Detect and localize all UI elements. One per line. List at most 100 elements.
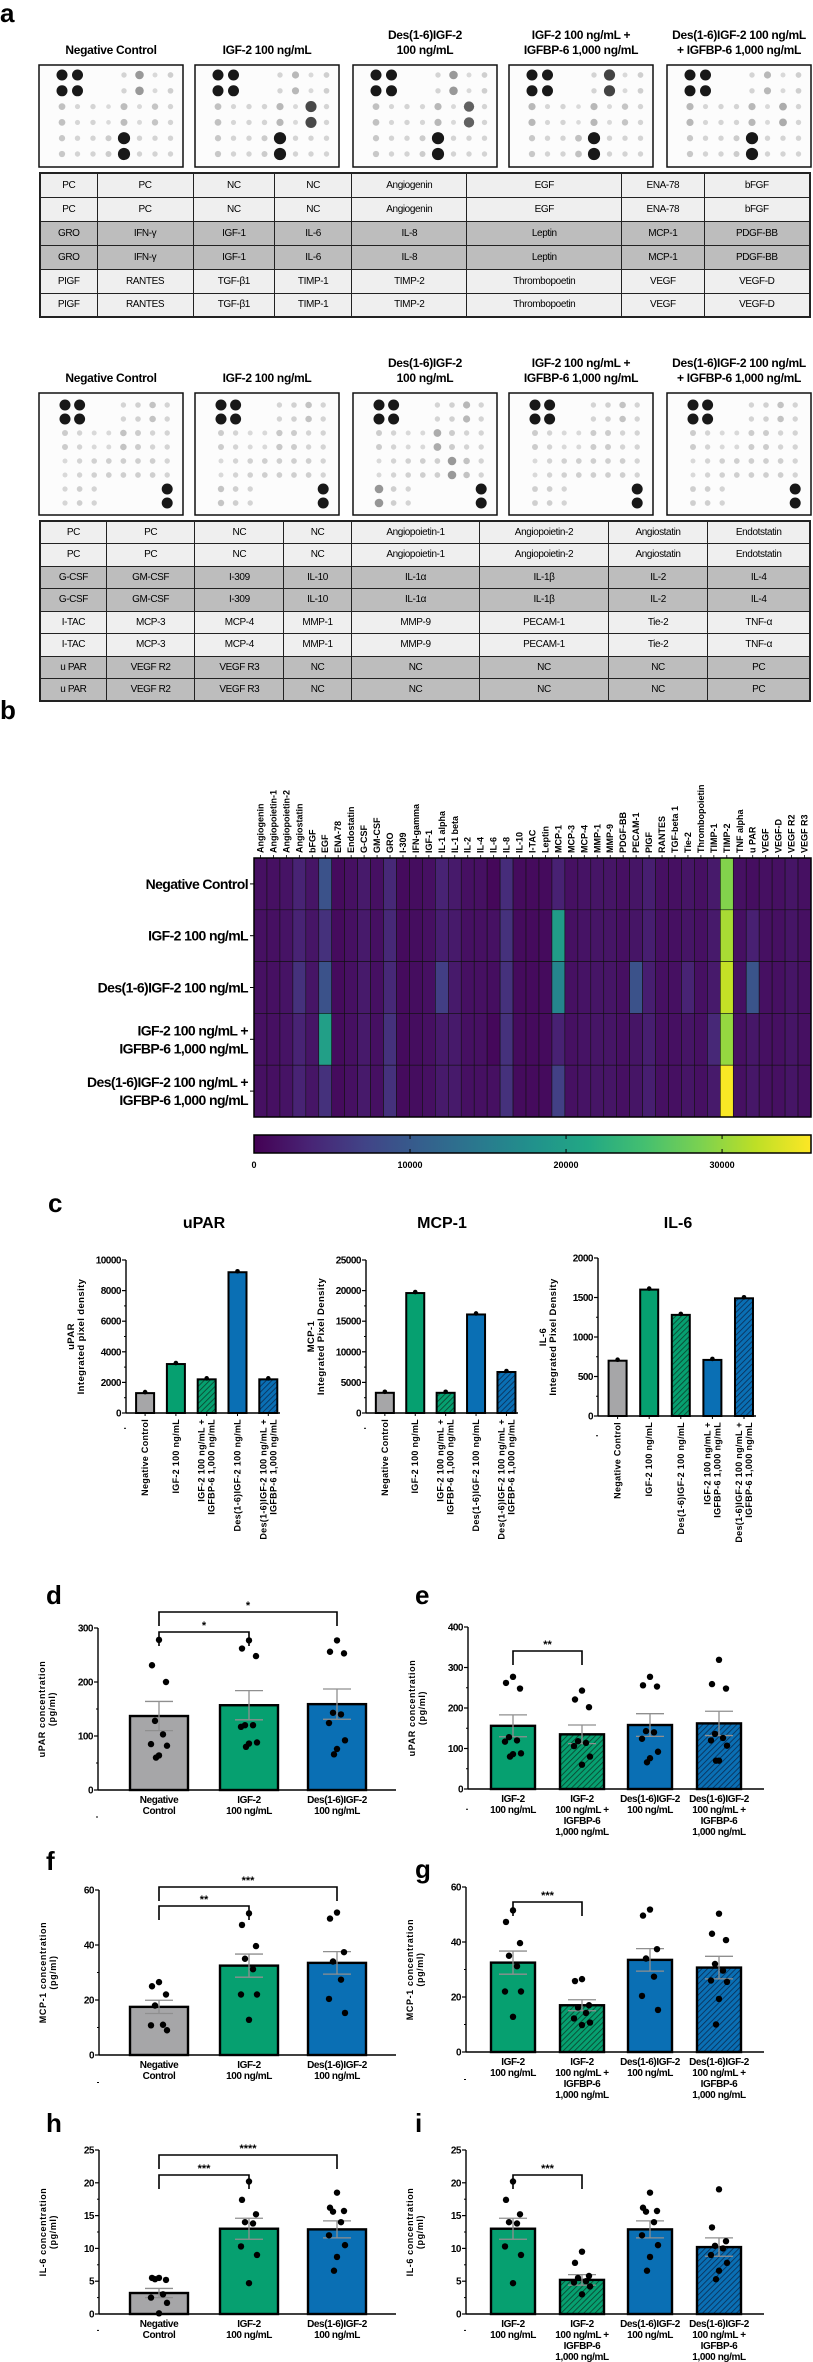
colorbar-tick-label: 10000 [398, 1160, 423, 1170]
x-tick-label-line: IGFBP-6 [564, 2079, 601, 2090]
x-tick-label: Negative Control [140, 1795, 179, 1817]
array-map-cell: IL-1α [350, 588, 481, 612]
data-point [578, 2291, 586, 2298]
heatmap-cell [538, 909, 553, 962]
blot-spot [276, 443, 283, 451]
heatmap-cell [435, 1013, 449, 1066]
heatmap-cell [409, 961, 423, 1014]
y-axis-title-line: (pg/ml) [48, 2215, 58, 2249]
data-point [330, 1751, 338, 1758]
heatmap-cell [396, 857, 410, 911]
data-point [501, 1988, 509, 1995]
blot-spot [320, 430, 326, 436]
heatmap-cell [771, 1064, 786, 1118]
heatmap-cell [797, 857, 812, 911]
blot-spot [532, 472, 538, 478]
array-map-cell: NC [479, 678, 609, 702]
blot-spot [634, 444, 640, 450]
blot-spot [263, 487, 266, 490]
data-point [646, 1286, 652, 1291]
heatmap-cell [655, 909, 669, 962]
data-point [252, 1942, 260, 1950]
blot-spot [247, 458, 253, 464]
data-point [708, 2224, 716, 2231]
data-point [265, 1376, 271, 1381]
data-point [502, 1679, 510, 1687]
heatmap-cell [512, 909, 527, 962]
blot-spot [451, 104, 456, 110]
y-tick-label: 20000 [336, 1286, 362, 1297]
blot-title-line: Des(1-6)IGF-2 [387, 28, 463, 42]
blot-spot [544, 135, 551, 141]
blot-spot [419, 135, 426, 142]
blot-spot [684, 69, 696, 81]
blot-spot [249, 417, 252, 420]
blot-spot [546, 444, 553, 450]
heatmap-cell [797, 1064, 812, 1118]
blot-spot [763, 458, 769, 464]
blot-spot [546, 486, 553, 492]
blot-spot [734, 444, 740, 450]
blot-spot [434, 458, 441, 464]
blot-membrane-image [666, 392, 812, 516]
array-map-cell: TNF-α [707, 633, 811, 657]
y-tick-label: 4000 [101, 1347, 122, 1358]
blot-spot [734, 430, 740, 436]
heatmap-cell [448, 1013, 462, 1066]
blot-spot [218, 458, 224, 464]
blot-spot [167, 119, 174, 126]
blot-spot [463, 471, 470, 479]
x-tick-label-line: 100 ng/mL + [692, 2068, 746, 2079]
data-point [571, 1977, 579, 1985]
blot-spot [164, 416, 170, 422]
x-tick-label: Des(1-6)IGF-2 100 ng/mL [620, 1794, 681, 1816]
array-map-cell: u PAR [39, 678, 107, 702]
blot-spot [590, 118, 598, 126]
heatmap-cell [331, 857, 345, 911]
heatmap-cell [758, 857, 773, 911]
panel-label: e [415, 1580, 430, 1610]
array-map-row: I-TAC MCP-3 MCP-4 MMP-1 MMP-9 PECAM-1 Tie-2 TNF… [39, 633, 811, 657]
blot-spot [748, 416, 755, 422]
heatmap-cell [331, 909, 345, 962]
array-map-cell: TIMP-1 [274, 292, 353, 318]
y-tick-label: 0 [588, 1412, 594, 1423]
blot-spot [135, 416, 141, 422]
data-point [586, 2283, 594, 2290]
heatmap-col-label: TNF alpha [735, 809, 745, 853]
data-point [715, 1995, 723, 2003]
significance-label: * [246, 1600, 251, 1612]
data-point [326, 1915, 334, 1922]
blot-spot [90, 119, 96, 126]
blot-spot [151, 119, 159, 126]
blot-spot [795, 103, 802, 110]
blot-spot [58, 103, 66, 110]
heatmap-cell [603, 1064, 617, 1118]
heatmap-cell [253, 857, 268, 911]
blot-spot [276, 416, 283, 422]
heatmap-cell [512, 961, 527, 1014]
blot-spot [149, 444, 156, 450]
data-point [337, 2218, 345, 2226]
y-axis-title: IL-6 concentration(pg/ml) [38, 2188, 58, 2277]
data-point [643, 2267, 651, 2274]
blot-spot [405, 73, 408, 76]
blot-spot [789, 497, 801, 509]
y-tick-label: 10 [84, 2244, 95, 2255]
blot-spot [763, 402, 769, 408]
array-map-cell: MMP-1 [283, 633, 352, 657]
x-tick-label-line: IGF-2 [501, 2057, 525, 2068]
blot-spot [72, 85, 83, 97]
data-point [722, 2237, 730, 2245]
heatmap-cell [616, 1064, 630, 1118]
x-tick-label-line: 100 ng/mL [314, 2071, 360, 2082]
data-point [242, 1743, 250, 1751]
blot-spot [561, 500, 567, 506]
data-point [163, 2027, 171, 2034]
x-tick-label: Negative Control [380, 1419, 390, 1496]
heatmap-col-label: ENA-78 [333, 821, 343, 853]
heatmap-row-label-line: IGF-2 100 ng/mL + [137, 1022, 248, 1038]
significance-bracket [512, 1901, 583, 1916]
blot-spot [273, 132, 287, 145]
data-point [337, 1976, 345, 1983]
